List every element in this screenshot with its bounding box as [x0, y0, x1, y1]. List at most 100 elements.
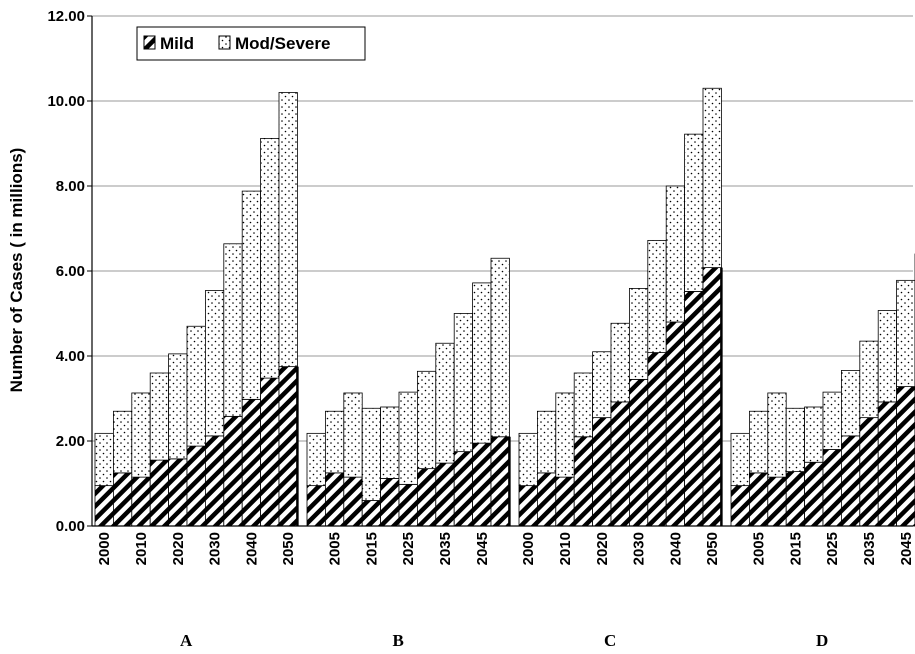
bar-mod-severe: [573, 372, 594, 438]
bar-mod-severe: [94, 432, 114, 487]
bar-mild: [537, 472, 557, 527]
bar-mod-severe: [665, 185, 686, 323]
x-tick-label: 2035: [437, 532, 454, 565]
x-tick-label: 2040: [243, 532, 260, 565]
bar-mod-severe: [241, 190, 261, 400]
bar-mild: [555, 476, 575, 527]
bar-mod-severe: [306, 432, 326, 487]
bar-mod-severe: [168, 353, 188, 460]
legend-swatch-mild: [143, 35, 156, 50]
bar-mild: [804, 461, 824, 527]
x-tick-label: 2000: [96, 532, 113, 565]
bar-mild: [324, 472, 345, 527]
bar-mod-severe: [822, 391, 842, 450]
y-tick-label: 2.00: [56, 433, 85, 450]
bar-mild: [361, 500, 382, 527]
bar-mild: [896, 386, 915, 527]
bar-mod-severe: [859, 340, 879, 419]
bar-mod-severe: [380, 406, 400, 479]
y-tick-label: 12.00: [47, 8, 85, 25]
x-tick-label: 2020: [594, 532, 611, 565]
bar-mild: [730, 485, 750, 527]
bar-mod-severe: [472, 282, 492, 444]
legend-label-mild: Mild: [160, 34, 194, 53]
bar-mild: [841, 435, 861, 527]
bar-mod-severe: [278, 92, 298, 368]
bar-mod-severe: [131, 392, 151, 478]
bar-mild: [767, 476, 787, 527]
bar-mild: [877, 401, 898, 527]
bar-mild: [204, 435, 225, 527]
y-tick-label: 10.00: [47, 93, 85, 110]
bar-mod-severe: [592, 351, 612, 419]
x-tick-label: 2020: [170, 532, 187, 565]
bar-mild: [702, 267, 722, 527]
y-tick-label: 4.00: [56, 348, 85, 365]
bar-mild: [573, 436, 594, 527]
bar-mild: [665, 321, 686, 527]
x-tick-label: 2015: [787, 532, 804, 565]
panel-label: B: [393, 631, 404, 650]
bar-mild: [380, 477, 400, 527]
bar-mod-severe: [361, 407, 382, 501]
bar-mild: [592, 417, 612, 527]
bar-mild: [453, 451, 474, 527]
bar-mod-severe: [647, 239, 667, 353]
legend-label-mod-severe: Mod/Severe: [235, 34, 330, 53]
bar-mod-severe: [518, 432, 538, 487]
bar-mild: [749, 472, 769, 527]
y-tick-label: 6.00: [56, 263, 85, 280]
bars: [94, 87, 915, 527]
bar-mod-severe: [841, 370, 861, 437]
x-tick-label: 2050: [704, 532, 721, 565]
x-tick-label: 2045: [898, 532, 915, 565]
bar-mod-severe: [324, 410, 345, 474]
bar-mod-severe: [186, 325, 206, 447]
x-tick-label: 2000: [520, 532, 537, 565]
legend-swatch-mod-severe: [218, 35, 231, 50]
bar-mod-severe: [223, 243, 243, 417]
bar-mod-severe: [749, 410, 769, 474]
bar-mild: [629, 378, 649, 527]
bar-mod-severe: [398, 391, 418, 485]
x-tick-label: 2010: [133, 532, 150, 565]
bar-mod-severe: [767, 392, 787, 478]
x-tick-label: 2015: [363, 532, 380, 565]
x-tick-label: 2030: [631, 532, 648, 565]
bar-mod-severe: [435, 342, 455, 464]
bar-mild: [223, 415, 243, 527]
bar-mild: [416, 468, 437, 527]
bar-mod-severe: [555, 392, 575, 478]
panel-label: A: [180, 631, 193, 650]
bar-mod-severe: [804, 406, 824, 463]
x-tick-label: 2045: [474, 532, 491, 565]
legend-box: [136, 26, 366, 61]
bar-mild: [343, 476, 363, 527]
x-tick-label: 2025: [824, 532, 841, 565]
bar-mod-severe: [684, 133, 704, 292]
bar-mild: [490, 436, 510, 527]
x-tick-label: 2050: [280, 532, 297, 565]
bar-mild: [398, 483, 418, 527]
bar-mod-severe: [877, 310, 898, 403]
bar-mod-severe: [702, 87, 722, 269]
legend: Mild Mod/Severe: [136, 26, 366, 61]
bar-mod-severe: [730, 432, 750, 487]
y-tick-label: 8.00: [56, 178, 85, 195]
bar-mod-severe: [113, 410, 133, 474]
bar-mod-severe: [416, 370, 437, 470]
panel-label: D: [816, 631, 828, 650]
x-tick-label: 2040: [667, 532, 684, 565]
bar-mod-severe: [343, 392, 363, 478]
bar-mod-severe: [537, 410, 557, 474]
bar-mod-severe: [490, 257, 510, 438]
bar-mild: [859, 417, 879, 527]
bar-mod-severe: [149, 372, 169, 461]
bar-mod-severe: [204, 290, 225, 437]
bar-mod-severe: [785, 407, 806, 472]
bar-mild: [647, 352, 667, 527]
bar-mild: [260, 377, 280, 527]
bar-mild: [684, 290, 704, 527]
bar-mild: [168, 458, 188, 527]
